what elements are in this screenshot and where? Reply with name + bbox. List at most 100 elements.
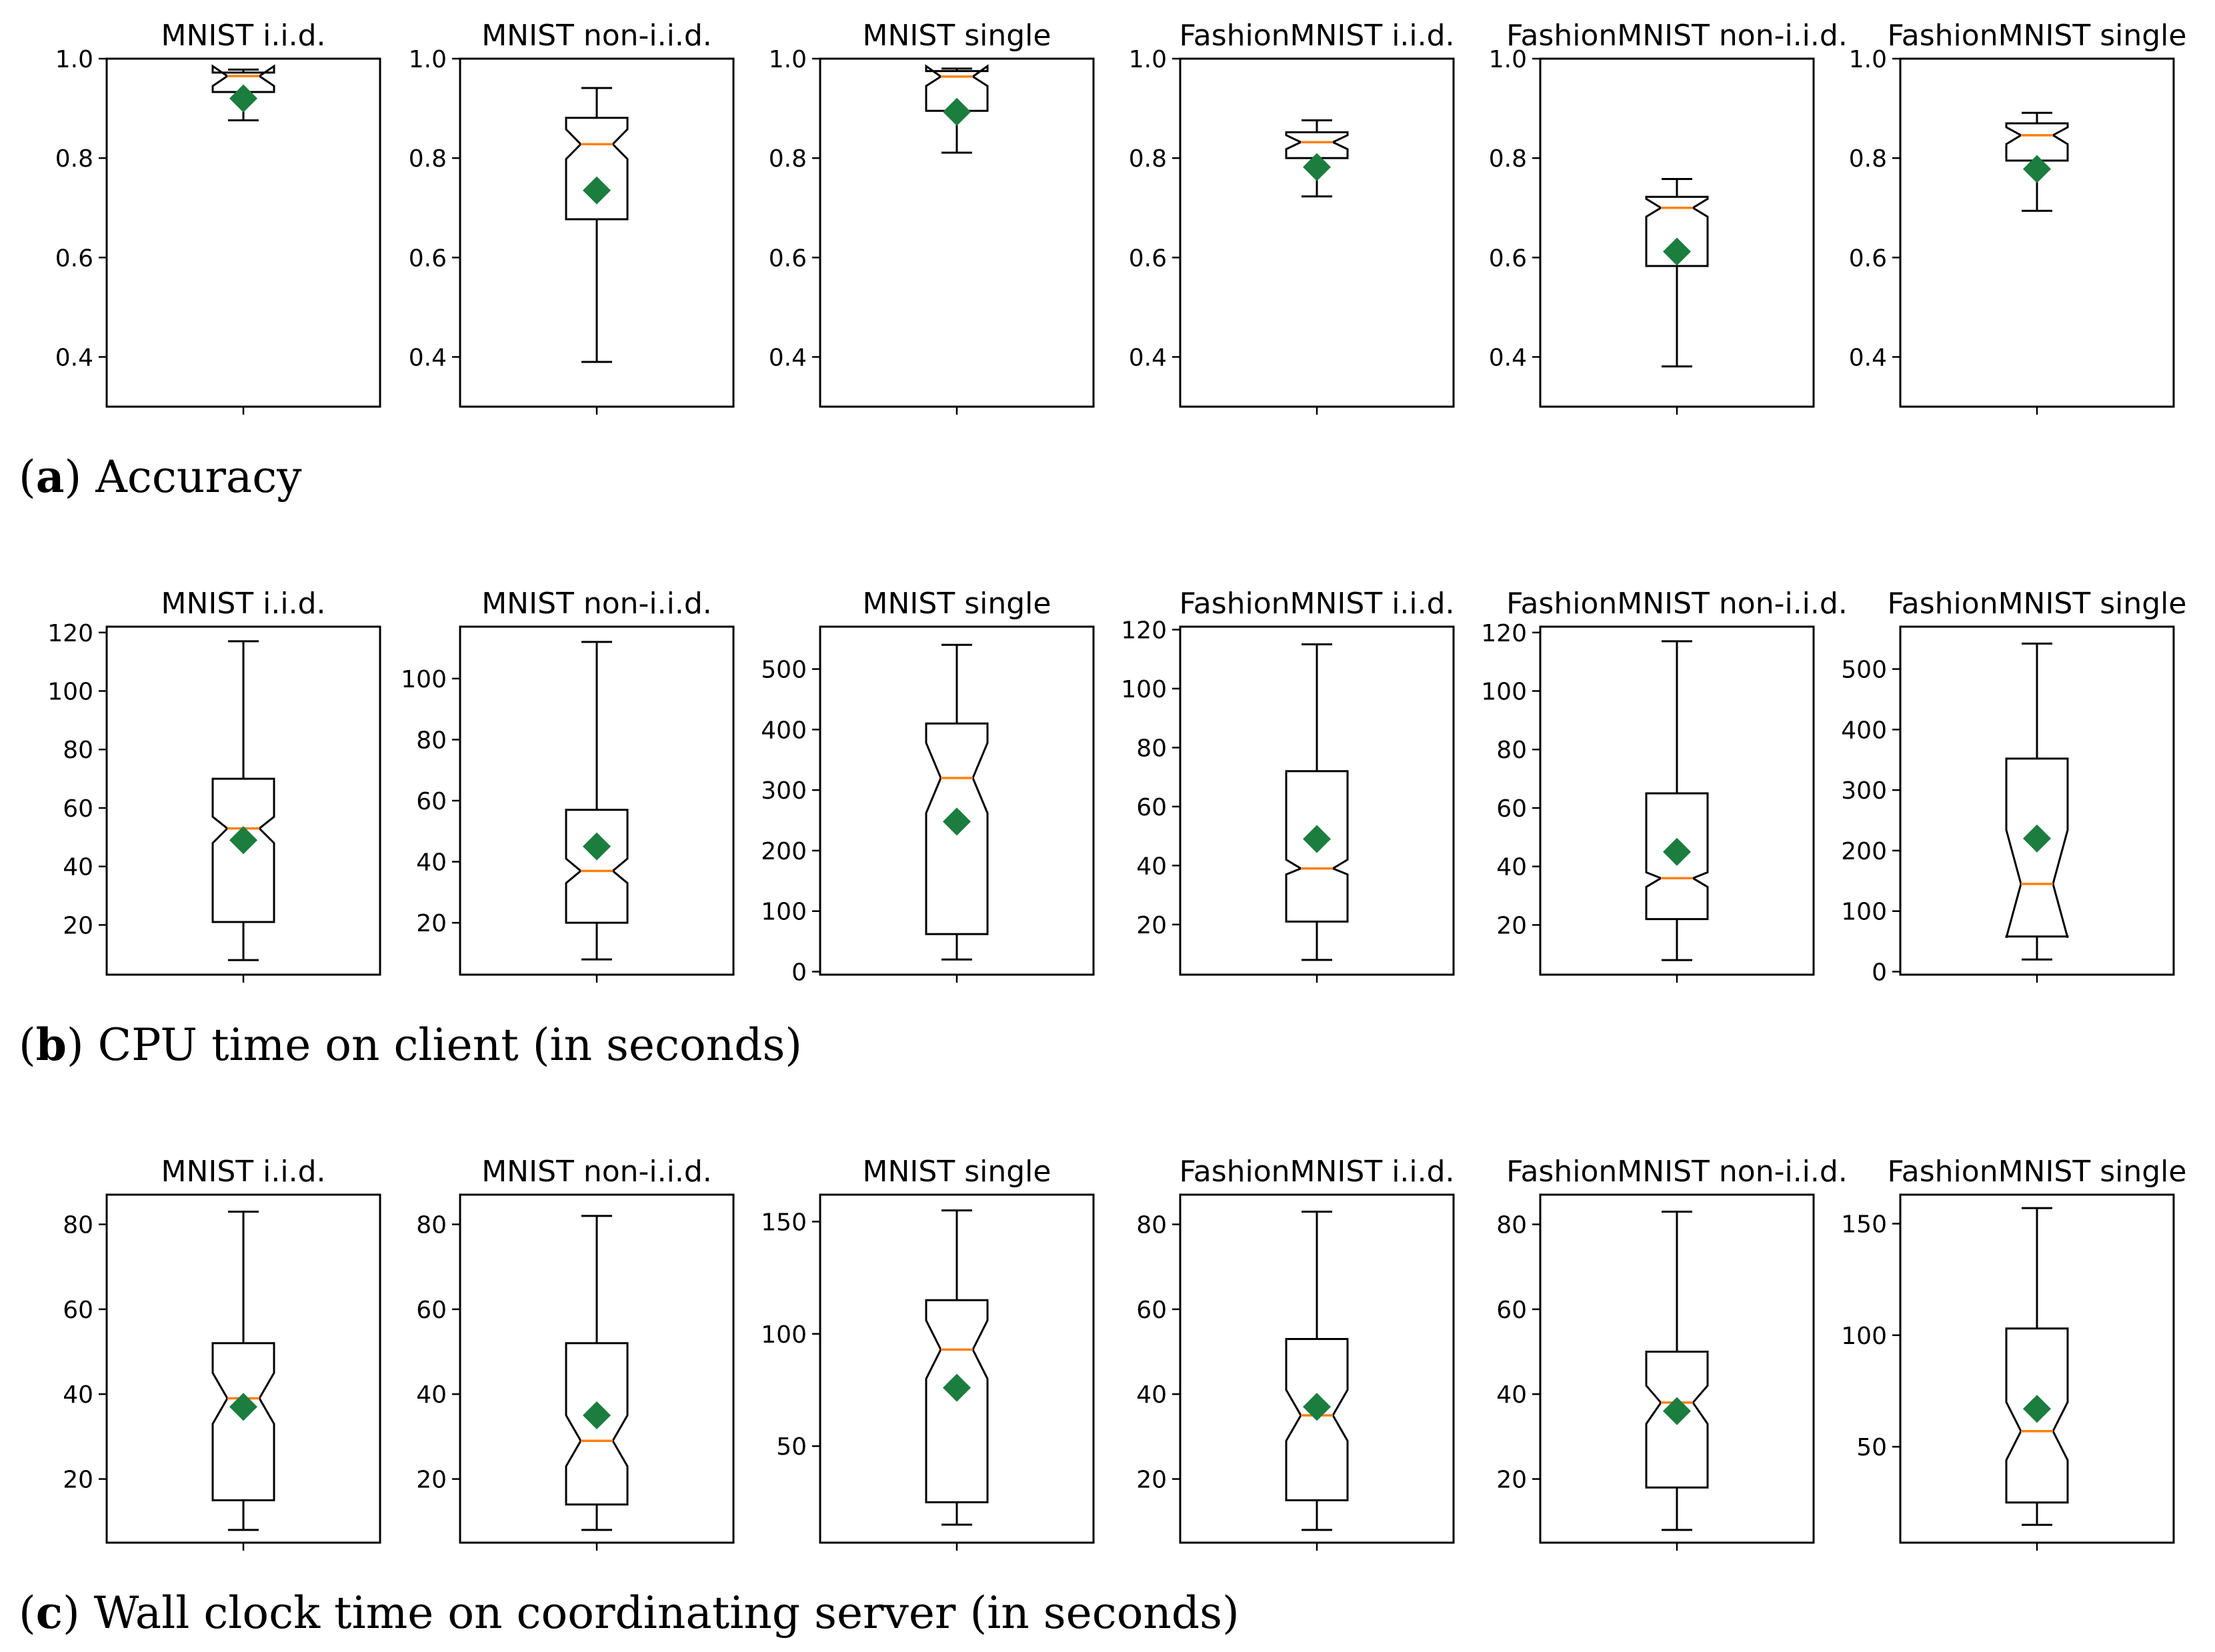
- y-tick-label: 0.8: [1129, 145, 1167, 173]
- panel-title: MNIST i.i.d.: [161, 587, 326, 621]
- y-tick-label: 150: [761, 1209, 807, 1236]
- y-tick-label: 400: [761, 717, 807, 744]
- y-tick-label: 80: [1136, 1212, 1167, 1239]
- y-tick-label: 0.4: [409, 344, 447, 371]
- panel-title: FashionMNIST non-i.i.d.: [1506, 19, 1848, 53]
- y-tick-label: 500: [1841, 657, 1887, 684]
- y-tick-label: 40: [1136, 853, 1167, 880]
- y-tick-label: 0.4: [55, 344, 93, 371]
- y-tick-label: 500: [761, 657, 807, 684]
- mean-marker: [583, 832, 611, 861]
- y-tick-label: 100: [47, 679, 93, 706]
- mean-marker: [943, 97, 971, 126]
- y-tick-label: 50: [776, 1433, 807, 1461]
- y-tick-label: 100: [761, 1321, 807, 1349]
- y-tick-label: 20: [1496, 912, 1527, 939]
- y-tick-label: 50: [1856, 1434, 1887, 1461]
- mean-marker: [943, 1373, 971, 1402]
- y-tick-label: 60: [1136, 794, 1167, 821]
- y-tick-label: 40: [416, 1381, 447, 1409]
- y-tick-label: 1.0: [769, 46, 807, 73]
- y-tick-label: 60: [1496, 795, 1527, 823]
- caption-open-paren: (: [19, 1019, 36, 1071]
- y-tick-label: 0.4: [1489, 344, 1527, 371]
- panel-title: FashionMNIST single: [1888, 1155, 2187, 1189]
- caption-text: Wall clock time on coordinating server (…: [94, 1587, 1240, 1639]
- y-tick-label: 20: [63, 912, 93, 939]
- caption-close-paren: ): [67, 1019, 98, 1071]
- y-tick-label: 100: [1841, 1323, 1887, 1350]
- y-tick-label: 120: [47, 620, 93, 647]
- y-tick-label: 120: [1481, 620, 1527, 647]
- y-tick-label: 200: [761, 838, 807, 865]
- y-tick-label: 0: [1872, 959, 1887, 986]
- boxplot-panel: FashionMNIST non-i.i.d. 20 40 60 80 100 120: [1481, 587, 1848, 983]
- y-tick-label: 20: [1136, 1467, 1167, 1494]
- y-tick-label: 80: [1136, 735, 1167, 762]
- y-tick-label: 0.6: [409, 245, 447, 272]
- notched-box: [211, 64, 275, 93]
- mean-marker: [1663, 237, 1691, 266]
- y-tick-label: 150: [1841, 1211, 1887, 1239]
- boxplot-panel: MNIST single 0.4 0.6 0.8 1.0: [769, 19, 1095, 415]
- mean-marker: [583, 176, 611, 205]
- y-tick-label: 60: [63, 795, 93, 823]
- notched-box: [211, 1342, 275, 1501]
- y-tick-label: 80: [416, 1212, 447, 1239]
- y-tick-label: 40: [63, 1381, 93, 1409]
- boxplot-panel: FashionMNIST i.i.d. 20 40 60 80: [1136, 1155, 1455, 1551]
- boxplot-panel: MNIST non-i.i.d. 0.4 0.6 0.8 1.0: [409, 19, 735, 415]
- panel-title: FashionMNIST single: [1888, 19, 2187, 53]
- y-tick-label: 20: [63, 1467, 93, 1494]
- caption-open-paren: (: [19, 451, 36, 503]
- y-tick-label: 40: [416, 849, 447, 877]
- y-tick-label: 0.4: [1849, 344, 1887, 371]
- y-tick-label: 60: [63, 1297, 93, 1324]
- y-tick-label: 100: [401, 666, 447, 693]
- y-tick-label: 0.8: [1849, 145, 1887, 173]
- y-tick-label: 1.0: [1489, 46, 1527, 73]
- notched-box: [1285, 131, 1349, 159]
- mean-marker: [229, 826, 257, 855]
- mean-marker: [2023, 155, 2051, 183]
- y-tick-label: 0.8: [55, 145, 93, 173]
- y-tick-label: 100: [1841, 899, 1887, 926]
- mean-marker: [943, 807, 971, 836]
- notched-box: [565, 809, 629, 924]
- y-tick-label: 20: [1136, 912, 1167, 939]
- caption-text: Accuracy: [95, 451, 302, 503]
- y-tick-label: 20: [416, 1467, 447, 1494]
- panel-title: MNIST non-i.i.d.: [481, 19, 712, 53]
- y-tick-label: 0.8: [769, 145, 807, 173]
- boxplot-panel: FashionMNIST i.i.d. 20 40 60 80 100 120: [1121, 587, 1455, 983]
- caption-letter: a: [36, 451, 65, 503]
- boxplot-panel: MNIST single 50 100 150: [761, 1155, 1095, 1551]
- y-tick-label: 60: [1136, 1297, 1167, 1324]
- y-tick-label: 0: [791, 959, 807, 986]
- panel-title: MNIST single: [863, 1155, 1051, 1189]
- y-tick-label: 40: [1496, 854, 1527, 881]
- caption-close-paren: ): [65, 451, 96, 503]
- panel-title: FashionMNIST single: [1888, 587, 2187, 621]
- boxplot-panel: MNIST i.i.d. 20 40 60 80 100 120: [47, 587, 381, 983]
- panel-title: MNIST non-i.i.d.: [481, 587, 712, 621]
- caption-close-paren: ): [63, 1587, 94, 1639]
- boxplot-panel: FashionMNIST non-i.i.d. 0.4 0.6 0.8 1.0: [1489, 19, 1848, 415]
- mean-marker: [583, 1401, 611, 1430]
- y-tick-label: 40: [1496, 1381, 1527, 1409]
- mean-marker: [2023, 1395, 2051, 1423]
- boxplot-panel: FashionMNIST i.i.d. 0.4 0.6 0.8 1.0: [1129, 19, 1455, 415]
- y-tick-label: 0.6: [1129, 245, 1167, 272]
- y-tick-label: 60: [416, 788, 447, 815]
- caption-letter: b: [36, 1019, 67, 1071]
- mean-marker: [1303, 825, 1331, 853]
- boxplot-panel: FashionMNIST single 50 100 150: [1841, 1155, 2186, 1551]
- y-tick-label: 0.6: [55, 245, 93, 272]
- y-tick-label: 0.8: [1489, 145, 1527, 173]
- mean-marker: [1303, 1393, 1331, 1421]
- subfigure-caption: (a) Accuracy: [19, 451, 302, 503]
- y-tick-label: 300: [1841, 777, 1887, 805]
- y-tick-label: 80: [416, 727, 447, 754]
- panel-title: FashionMNIST i.i.d.: [1179, 1155, 1454, 1189]
